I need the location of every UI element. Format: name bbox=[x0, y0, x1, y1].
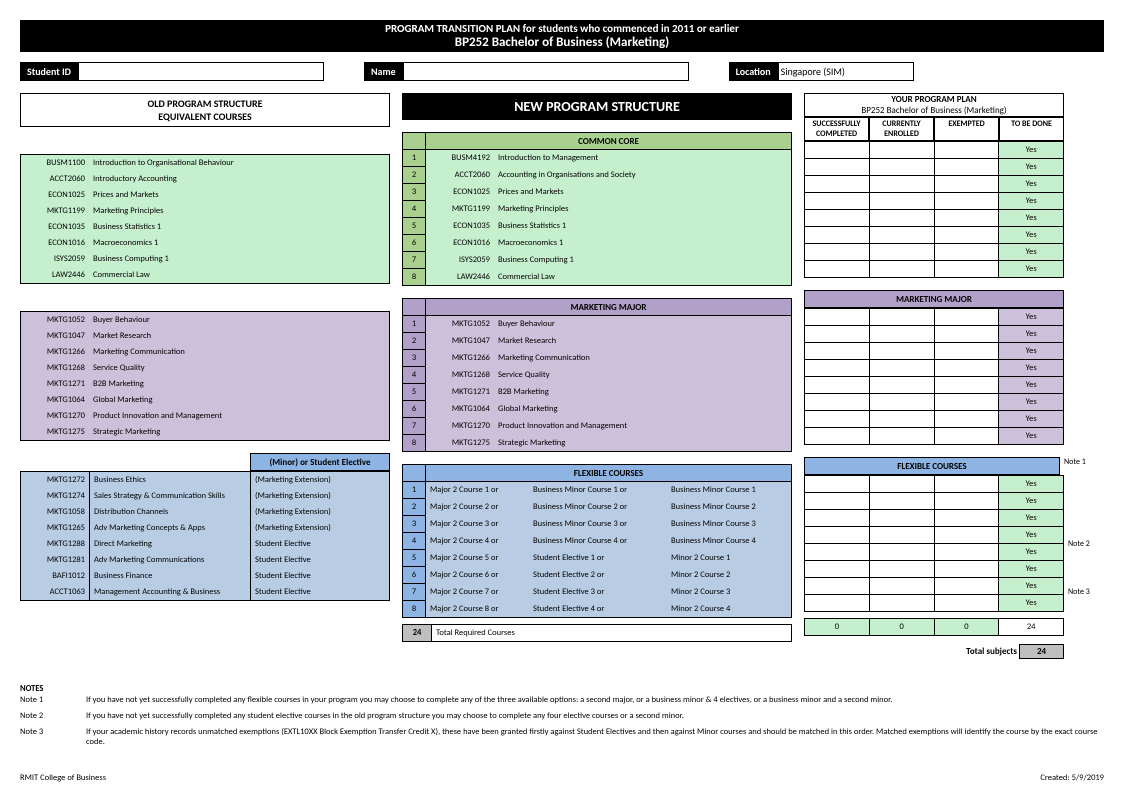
location-label: Location bbox=[729, 62, 778, 81]
name-field[interactable] bbox=[403, 62, 689, 81]
title-bar: PROGRAM TRANSITION PLAN for students who… bbox=[20, 20, 1104, 52]
old-common-table: BUSM1100Introduction to Organisational B… bbox=[20, 154, 390, 284]
plan-major: YesYesYesYesYesYesYesYes bbox=[804, 308, 1064, 445]
old-flex-table: MKTG1272Business Ethics(Marketing Extens… bbox=[20, 471, 390, 601]
plan-flex: YesYesYesYesYesYesYesYes bbox=[804, 475, 1064, 612]
studentid-field[interactable] bbox=[78, 62, 324, 81]
plan-columns: SUCCESSFULLY COMPLETED CURRENTLY ENROLLE… bbox=[804, 117, 1064, 141]
old-major-table: MKTG1052Buyer BehaviourMKTG1047Market Re… bbox=[20, 311, 390, 441]
old-head: OLD PROGRAM STRUCTURE EQUIVALENT COURSES bbox=[20, 93, 390, 127]
plan-common: YesYesYesYesYesYesYesYes bbox=[804, 141, 1064, 278]
new-common: COMMON CORE 1BUSM4192Introduction to Man… bbox=[402, 132, 792, 286]
notes: NOTES Note 1If you have not yet successf… bbox=[20, 684, 1104, 748]
name-label: Name bbox=[364, 62, 403, 81]
plan-head: YOUR PROGRAM PLAN BP252 Bachelor of Busi… bbox=[804, 93, 1064, 117]
title-line1: PROGRAM TRANSITION PLAN for students who… bbox=[20, 22, 1104, 35]
new-flex: FLEXIBLE COURSES 1Major 2 Course 1 orBus… bbox=[402, 464, 792, 618]
total-subjects: Total subjects 24 bbox=[804, 644, 1099, 659]
footer: RMIT College of Business Created: 5/9/20… bbox=[20, 773, 1104, 783]
total-required: 24 Total Required Courses bbox=[402, 624, 792, 642]
studentid-label: Student ID bbox=[20, 62, 78, 81]
new-head: NEW PROGRAM STRUCTURE bbox=[402, 93, 792, 120]
id-row: Student ID Name Location Singapore (SIM) bbox=[20, 62, 1104, 81]
new-major: MARKETING MAJOR 1MKTG1052Buyer Behaviour… bbox=[402, 298, 792, 452]
plan-totals: 0 0 0 24 bbox=[804, 618, 1064, 636]
old-flex-head: (Minor) or Student Elective bbox=[20, 453, 390, 471]
location-field[interactable]: Singapore (SIM) bbox=[778, 62, 914, 81]
title-line2: BP252 Bachelor of Business (Marketing) bbox=[20, 35, 1104, 50]
